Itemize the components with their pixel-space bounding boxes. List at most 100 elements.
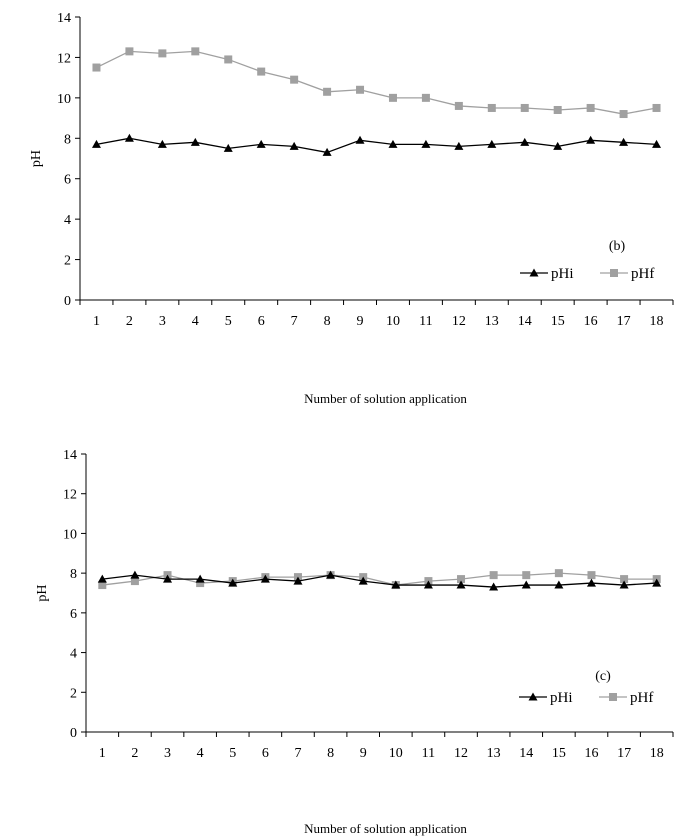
x-tick-label: 10	[386, 314, 400, 329]
x-tick-label: 17	[617, 746, 631, 761]
legend: pHi pHf	[519, 690, 653, 706]
x-tick-label: 12	[454, 746, 468, 761]
y-tick-label: 14	[63, 448, 77, 463]
legend-label: pHi	[551, 266, 574, 282]
chart-panel-c: 0 2 4 6 8 10 12 14 1 2 3 4 5 6 7 8 9 10 11 12 13 14 15 16 17 18 pH…	[0, 440, 675, 838]
data-point	[323, 87, 332, 96]
x-tick-label: 16	[584, 746, 598, 761]
data-point	[620, 575, 629, 584]
x-tick-label: 2	[131, 746, 138, 761]
data-point	[356, 85, 365, 94]
y-tick-label: 2	[70, 686, 77, 701]
x-tick-label: 15	[552, 746, 566, 761]
data-point	[554, 580, 564, 589]
x-tick-label: 3	[159, 314, 166, 329]
data-point	[520, 103, 529, 112]
x-tick-label: 13	[485, 314, 499, 329]
x-tick-label: 11	[422, 746, 435, 761]
data-point	[223, 143, 233, 152]
x-tick-label: 1	[93, 314, 100, 329]
legend-marker	[528, 692, 538, 701]
y-axis-title: pH	[29, 150, 44, 167]
x-tick-label: 12	[452, 314, 466, 329]
series-pHf	[92, 47, 661, 119]
x-tick-label: 7	[294, 746, 301, 761]
data-point	[195, 574, 205, 583]
data-point	[293, 576, 303, 585]
data-point	[489, 571, 498, 580]
data-point	[290, 75, 299, 84]
x-tick-label: 9	[357, 314, 364, 329]
data-point	[554, 569, 563, 578]
data-point	[91, 139, 101, 148]
data-point	[97, 574, 107, 583]
data-point	[456, 580, 466, 589]
data-point	[586, 103, 595, 112]
data-point	[98, 581, 107, 590]
x-tick-label: 15	[551, 314, 565, 329]
data-point	[587, 571, 596, 580]
data-point	[322, 147, 332, 156]
data-point	[190, 137, 200, 146]
legend-label: pHf	[630, 690, 653, 706]
data-point	[521, 580, 531, 589]
data-point	[124, 133, 134, 142]
data-point	[92, 63, 101, 72]
series-pHi	[91, 133, 662, 156]
series-line	[102, 572, 657, 586]
data-point	[421, 93, 430, 102]
y-tick-label: 10	[63, 527, 77, 542]
data-point	[228, 578, 238, 587]
data-point	[163, 574, 173, 583]
data-point	[130, 577, 139, 586]
data-point	[388, 139, 398, 148]
data-point	[423, 580, 433, 589]
x-tick-label: 11	[419, 314, 432, 329]
data-point	[619, 580, 629, 589]
data-point	[586, 578, 596, 587]
data-point	[260, 574, 270, 583]
x-tick-label: 18	[650, 314, 664, 329]
panel-label: (b)	[609, 239, 626, 254]
data-point	[652, 103, 661, 112]
data-point	[125, 47, 134, 56]
legend-marker	[609, 693, 617, 701]
data-point	[652, 578, 662, 587]
data-point	[196, 579, 205, 588]
y-tick-label: 14	[57, 11, 71, 26]
panel-label: (c)	[595, 669, 611, 684]
x-tick-label: 3	[164, 746, 171, 761]
legend-label: pHi	[550, 690, 573, 706]
x-tick-label: 6	[262, 746, 269, 761]
data-point	[457, 575, 466, 584]
x-tick-label: 14	[519, 746, 533, 761]
y-tick-label: 2	[64, 254, 71, 269]
data-point	[553, 105, 562, 114]
x-tick-label: 1	[99, 746, 106, 761]
data-point	[388, 93, 397, 102]
x-tick-label: 17	[617, 314, 631, 329]
data-point	[489, 582, 499, 591]
data-point	[487, 139, 497, 148]
y-tick-label: 6	[64, 173, 71, 188]
legend-marker	[529, 268, 539, 277]
series-pHi	[97, 570, 662, 591]
x-tick-label: 8	[324, 314, 331, 329]
data-point	[256, 139, 266, 148]
series-line	[102, 574, 657, 588]
data-point	[130, 570, 140, 579]
x-tick-label: 4	[197, 746, 204, 761]
data-point	[619, 137, 629, 146]
legend-label: pHf	[631, 266, 654, 282]
data-point	[619, 110, 628, 119]
series-line	[96, 137, 657, 154]
y-tick-label: 8	[70, 567, 77, 582]
y-axis-title: pH	[35, 584, 50, 601]
data-point	[520, 137, 530, 146]
x-tick-label: 2	[126, 314, 133, 329]
x-tick-label: 5	[229, 746, 236, 761]
